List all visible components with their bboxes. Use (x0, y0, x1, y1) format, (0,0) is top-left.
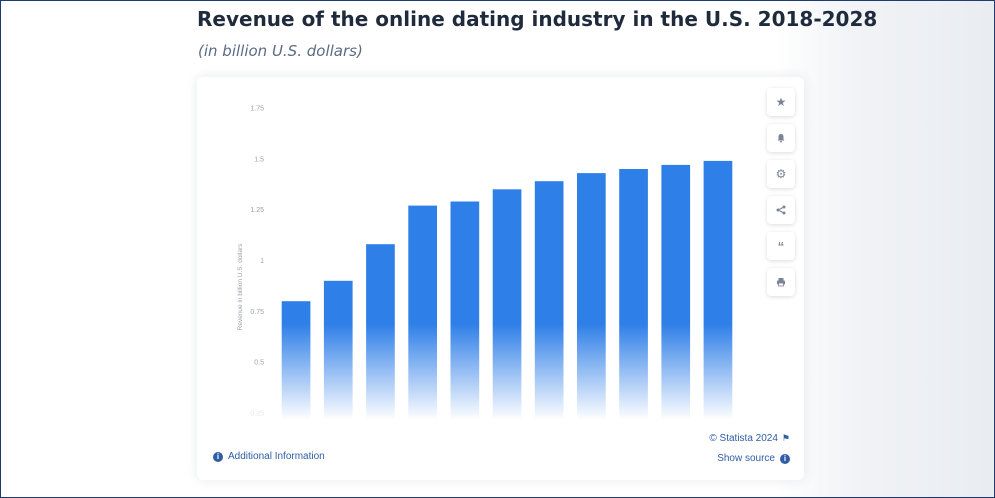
share-icon (776, 205, 786, 215)
print-icon (777, 278, 785, 287)
cite-button[interactable]: “ (767, 232, 795, 260)
chart-toolbar: ★ ⚙ “ (767, 88, 795, 304)
statista-copyright[interactable]: © Statista 2024 ⚑ (709, 433, 790, 444)
additional-information-link[interactable]: i Additional Information (213, 451, 325, 462)
bar-2024[interactable] (534, 181, 564, 423)
y-tick-label: 1 (260, 258, 264, 265)
copyright-label: © Statista 2024 (709, 433, 778, 444)
bar-2020[interactable] (366, 244, 395, 423)
bar-chart: 0.25 0.5 0.75 1 1.25 1.5 1.75 Revenue in billi… (237, 106, 733, 424)
page-subtitle: (in billion U.S. dollars) (198, 42, 363, 60)
page-title: Revenue of the online dating industry in… (197, 7, 878, 31)
bar-2023[interactable] (492, 189, 522, 423)
additional-information-label: Additional Information (228, 451, 325, 462)
info-icon: i (213, 451, 223, 462)
info-icon: i (780, 453, 790, 464)
chart-card: 0.25 0.5 0.75 1 1.25 1.5 1.75 Revenue in billi… (197, 77, 804, 480)
bar-2027[interactable] (661, 164, 691, 423)
bar-2019[interactable] (323, 280, 353, 423)
settings-button[interactable]: ⚙ (767, 160, 795, 188)
bar-2021[interactable] (408, 205, 437, 423)
notification-button[interactable] (767, 124, 795, 152)
share-button[interactable] (767, 196, 795, 224)
star-icon: ★ (775, 95, 787, 109)
bars (281, 160, 733, 424)
y-tick-label: 0.25 (250, 411, 264, 418)
flag-icon: ⚑ (781, 433, 790, 443)
y-tick-label: 1.25 (250, 207, 264, 214)
bar-2026[interactable] (619, 169, 648, 423)
y-tick-label: 0.75 (250, 309, 264, 316)
show-source-link[interactable]: Show source i (717, 453, 790, 464)
y-axis: 0.25 0.5 0.75 1 1.25 1.5 1.75 (250, 106, 264, 418)
show-source-label: Show source (717, 453, 775, 464)
quote-icon: “ (777, 238, 785, 254)
y-tick-label: 0.5 (254, 360, 264, 367)
print-button[interactable] (767, 268, 795, 296)
y-tick-label: 1.5 (254, 156, 264, 163)
bar-2022[interactable] (450, 201, 480, 424)
y-tick-label: 1.75 (250, 106, 264, 113)
bar-2018[interactable] (281, 301, 311, 423)
bar-2025[interactable] (577, 173, 606, 423)
y-axis-label: Revenue in billion U.S. dollars (237, 243, 244, 330)
favorite-button[interactable]: ★ (767, 88, 795, 116)
gear-icon: ⚙ (775, 167, 787, 181)
bar-2028[interactable] (703, 160, 733, 423)
bell-icon (777, 134, 785, 143)
